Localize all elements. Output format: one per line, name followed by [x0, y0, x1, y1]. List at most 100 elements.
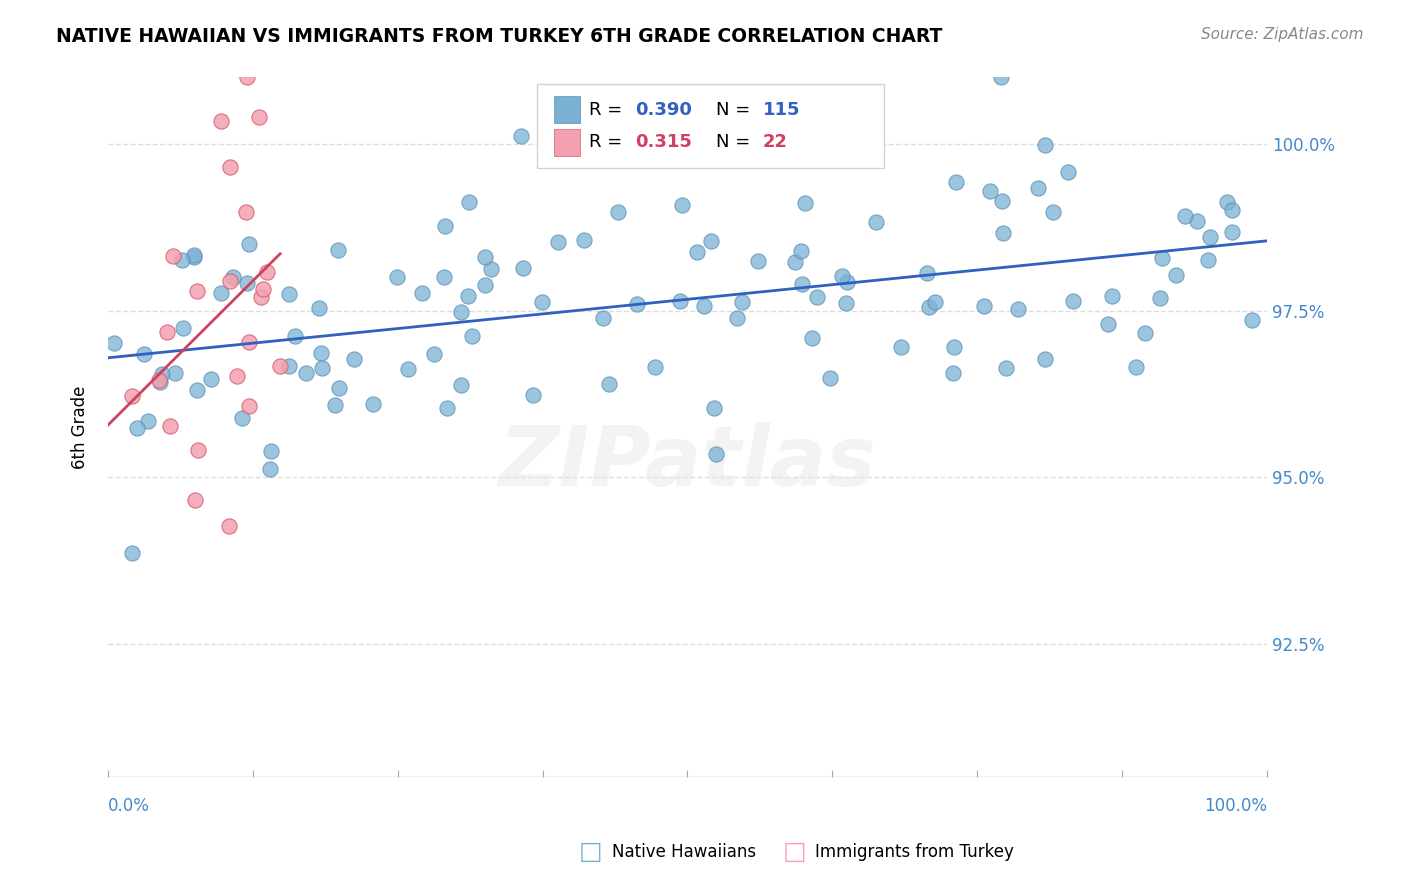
- Native Hawaiians: [592, 310, 614, 325]
- Immigrants from Turkey: [238, 399, 260, 413]
- Native Hawaiians: [607, 204, 630, 219]
- Native Hawaiians: [924, 295, 946, 310]
- Native Hawaiians: [458, 194, 481, 209]
- Native Hawaiians: [308, 301, 330, 315]
- Native Hawaiians: [1101, 289, 1123, 303]
- Native Hawaiians: [783, 255, 806, 269]
- Immigrants from Turkey: [235, 205, 257, 219]
- Native Hawaiians: [522, 387, 544, 401]
- Native Hawaiians: [834, 296, 856, 310]
- Text: 0.315: 0.315: [636, 134, 692, 152]
- Native Hawaiians: [259, 461, 281, 475]
- Native Hawaiians: [436, 401, 458, 416]
- Native Hawaiians: [461, 329, 484, 343]
- Immigrants from Turkey: [159, 418, 181, 433]
- Native Hawaiians: [699, 234, 721, 248]
- Native Hawaiians: [433, 270, 456, 285]
- Text: ZIPatlas: ZIPatlas: [499, 422, 876, 503]
- Native Hawaiians: [309, 346, 332, 360]
- Immigrants from Turkey: [187, 442, 209, 457]
- Native Hawaiians: [450, 305, 472, 319]
- Text: N =: N =: [717, 134, 756, 152]
- Native Hawaiians: [790, 244, 813, 259]
- Native Hawaiians: [1033, 138, 1056, 153]
- Immigrants from Turkey: [219, 160, 242, 174]
- Native Hawaiians: [1026, 181, 1049, 195]
- Native Hawaiians: [222, 269, 245, 284]
- Immigrants from Turkey: [162, 249, 184, 263]
- Text: R =: R =: [589, 134, 628, 152]
- Native Hawaiians: [170, 253, 193, 268]
- Immigrants from Turkey: [184, 492, 207, 507]
- Immigrants from Turkey: [218, 519, 240, 533]
- Native Hawaiians: [457, 289, 479, 303]
- Native Hawaiians: [200, 372, 222, 386]
- Native Hawaiians: [990, 70, 1012, 85]
- Native Hawaiians: [183, 248, 205, 262]
- Native Hawaiians: [835, 275, 858, 289]
- Text: 22: 22: [763, 134, 787, 152]
- Native Hawaiians: [311, 360, 333, 375]
- Native Hawaiians: [165, 366, 187, 380]
- Native Hawaiians: [671, 198, 693, 212]
- Native Hawaiians: [806, 290, 828, 304]
- Immigrants from Turkey: [121, 389, 143, 403]
- Native Hawaiians: [277, 359, 299, 374]
- Native Hawaiians: [917, 300, 939, 314]
- Native Hawaiians: [890, 340, 912, 354]
- Native Hawaiians: [103, 335, 125, 350]
- Text: Native Hawaiians: Native Hawaiians: [612, 843, 756, 861]
- Native Hawaiians: [1240, 312, 1263, 326]
- Native Hawaiians: [1197, 253, 1219, 268]
- Text: NATIVE HAWAIIAN VS IMMIGRANTS FROM TURKEY 6TH GRADE CORRELATION CHART: NATIVE HAWAIIAN VS IMMIGRANTS FROM TURKE…: [56, 27, 942, 45]
- Native Hawaiians: [1097, 318, 1119, 332]
- Native Hawaiians: [260, 444, 283, 458]
- Native Hawaiians: [385, 269, 408, 284]
- Native Hawaiians: [801, 331, 824, 345]
- Immigrants from Turkey: [148, 373, 170, 387]
- Native Hawaiians: [1125, 360, 1147, 375]
- Native Hawaiians: [1150, 252, 1173, 266]
- Immigrants from Turkey: [247, 110, 270, 124]
- Native Hawaiians: [183, 250, 205, 264]
- Text: N =: N =: [717, 101, 756, 119]
- Y-axis label: 6th Grade: 6th Grade: [72, 385, 89, 469]
- Native Hawaiians: [725, 311, 748, 326]
- Text: □: □: [579, 840, 602, 863]
- Immigrants from Turkey: [269, 359, 291, 374]
- Native Hawaiians: [361, 397, 384, 411]
- Native Hawaiians: [747, 254, 769, 268]
- Native Hawaiians: [793, 195, 815, 210]
- Native Hawaiians: [1185, 214, 1208, 228]
- Native Hawaiians: [127, 421, 149, 435]
- Immigrants from Turkey: [219, 274, 242, 288]
- Native Hawaiians: [1057, 165, 1080, 179]
- Native Hawaiians: [598, 376, 620, 391]
- Text: 115: 115: [763, 101, 800, 119]
- Text: Immigrants from Turkey: Immigrants from Turkey: [815, 843, 1014, 861]
- Native Hawaiians: [343, 351, 366, 366]
- Native Hawaiians: [790, 277, 813, 291]
- Native Hawaiians: [1062, 294, 1084, 309]
- Native Hawaiians: [1220, 202, 1243, 217]
- Immigrants from Turkey: [236, 70, 259, 85]
- Native Hawaiians: [1133, 326, 1156, 340]
- Native Hawaiians: [945, 175, 967, 189]
- Native Hawaiians: [209, 285, 232, 300]
- Native Hawaiians: [328, 381, 350, 395]
- Native Hawaiians: [1216, 194, 1239, 209]
- Native Hawaiians: [136, 414, 159, 428]
- Native Hawaiians: [693, 299, 716, 313]
- Native Hawaiians: [411, 285, 433, 300]
- Native Hawaiians: [991, 226, 1014, 240]
- Native Hawaiians: [1007, 302, 1029, 317]
- Native Hawaiians: [644, 360, 666, 375]
- Native Hawaiians: [1033, 352, 1056, 367]
- Native Hawaiians: [942, 340, 965, 354]
- Native Hawaiians: [134, 347, 156, 361]
- FancyBboxPatch shape: [537, 85, 884, 169]
- Native Hawaiians: [434, 219, 457, 233]
- Native Hawaiians: [995, 361, 1018, 376]
- Native Hawaiians: [704, 447, 727, 461]
- Native Hawaiians: [572, 233, 595, 247]
